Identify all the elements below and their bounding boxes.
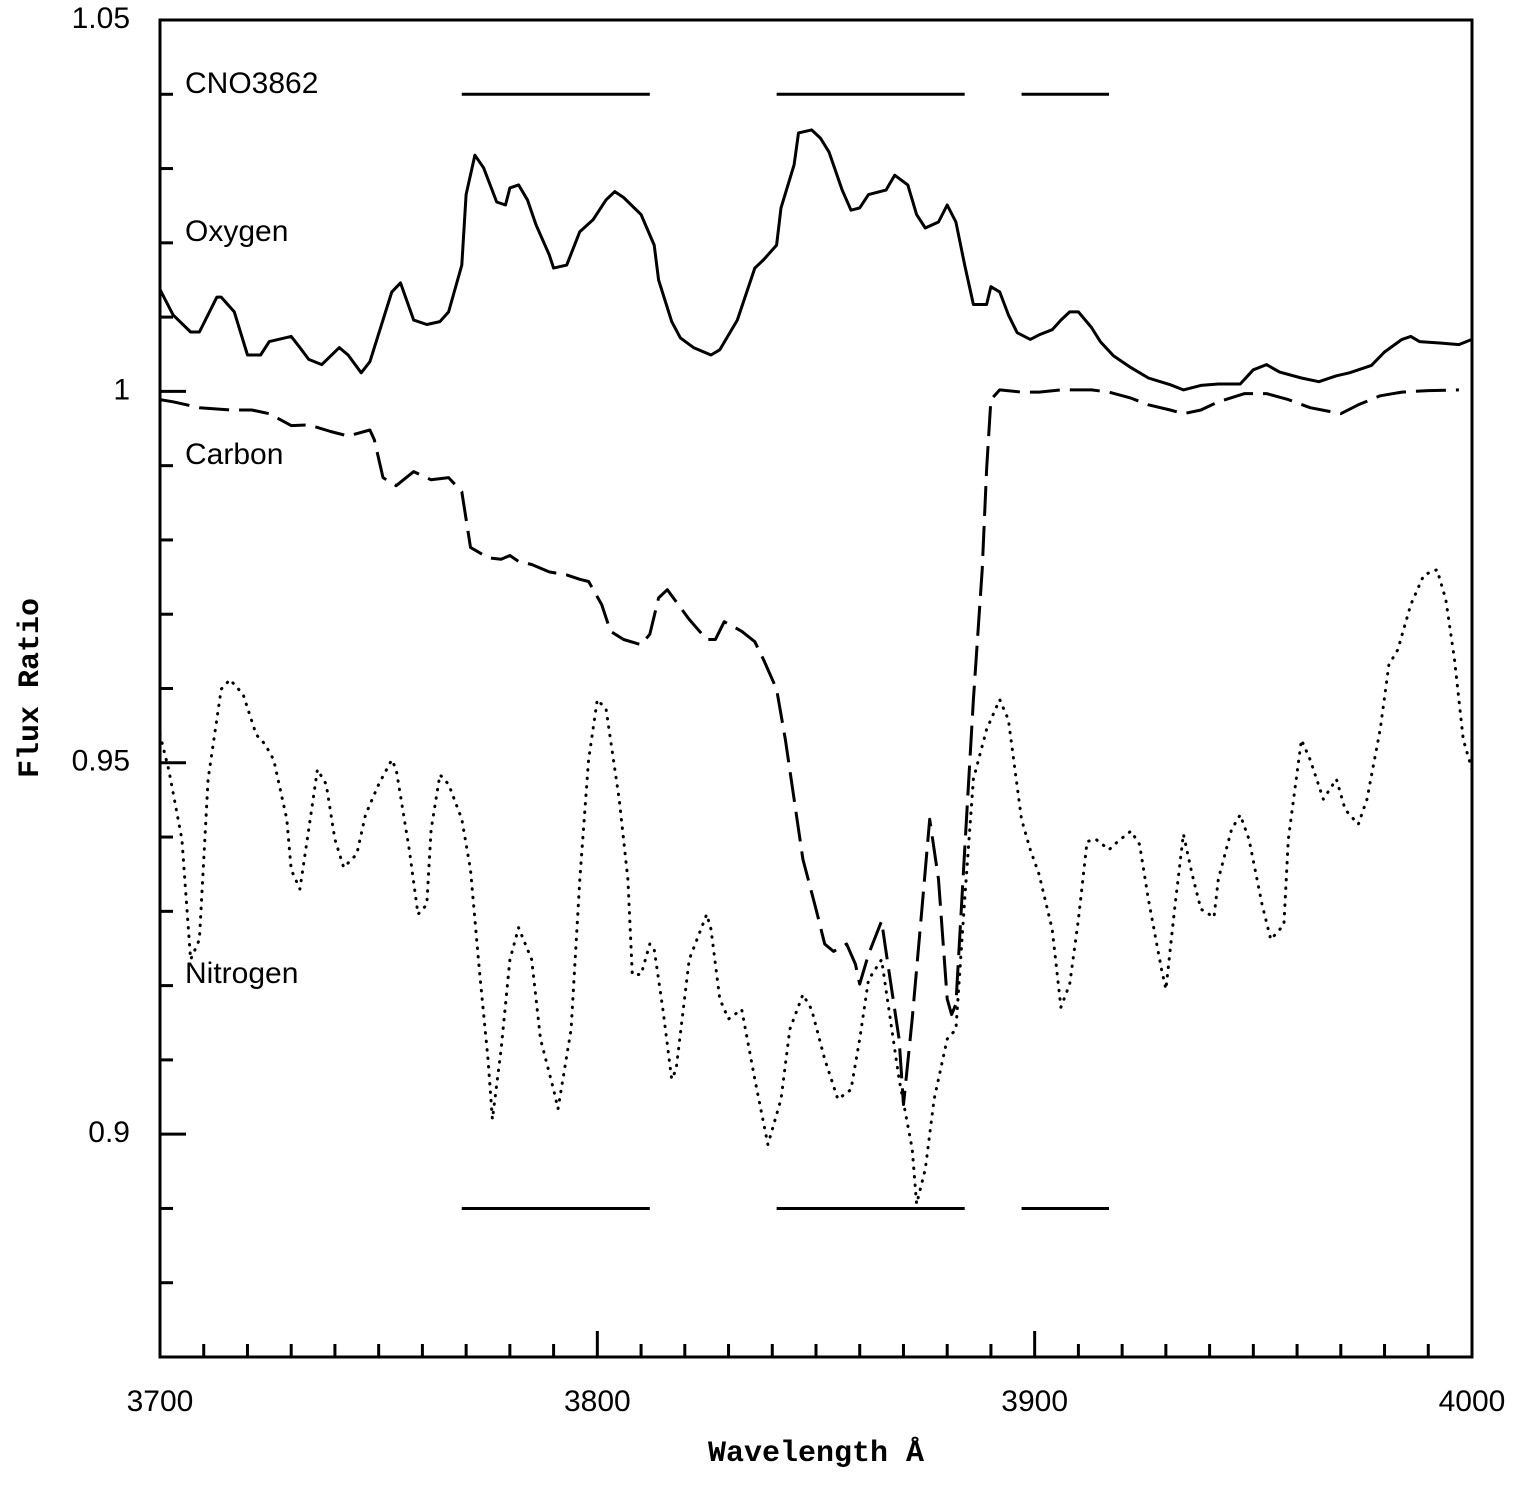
y-axis-label: Flux Ratio: [14, 598, 48, 778]
y-tick-label: 1: [113, 373, 130, 406]
y-tick-label: 0.9: [88, 1116, 130, 1149]
y-tick-label: 1.05: [72, 2, 130, 35]
x-axis-label: Wavelength Å: [708, 1437, 924, 1471]
series-line: [159, 388, 1459, 1106]
series-line: [158, 128, 1473, 392]
x-tick-label: 3900: [1001, 1385, 1068, 1418]
series-label: Carbon: [185, 438, 283, 471]
y-tick-label: 0.95: [72, 745, 130, 778]
annotation: CNO3862: [185, 67, 318, 100]
plot-frame: [158, 18, 1474, 1359]
series-line: [158, 568, 1474, 1206]
x-tick-label: 4000: [1439, 1385, 1506, 1418]
series-label: Nitrogen: [185, 957, 298, 990]
x-tick-label: 3800: [564, 1385, 631, 1418]
x-tick-label: 3700: [127, 1385, 194, 1418]
series-label: Oxygen: [185, 215, 288, 248]
